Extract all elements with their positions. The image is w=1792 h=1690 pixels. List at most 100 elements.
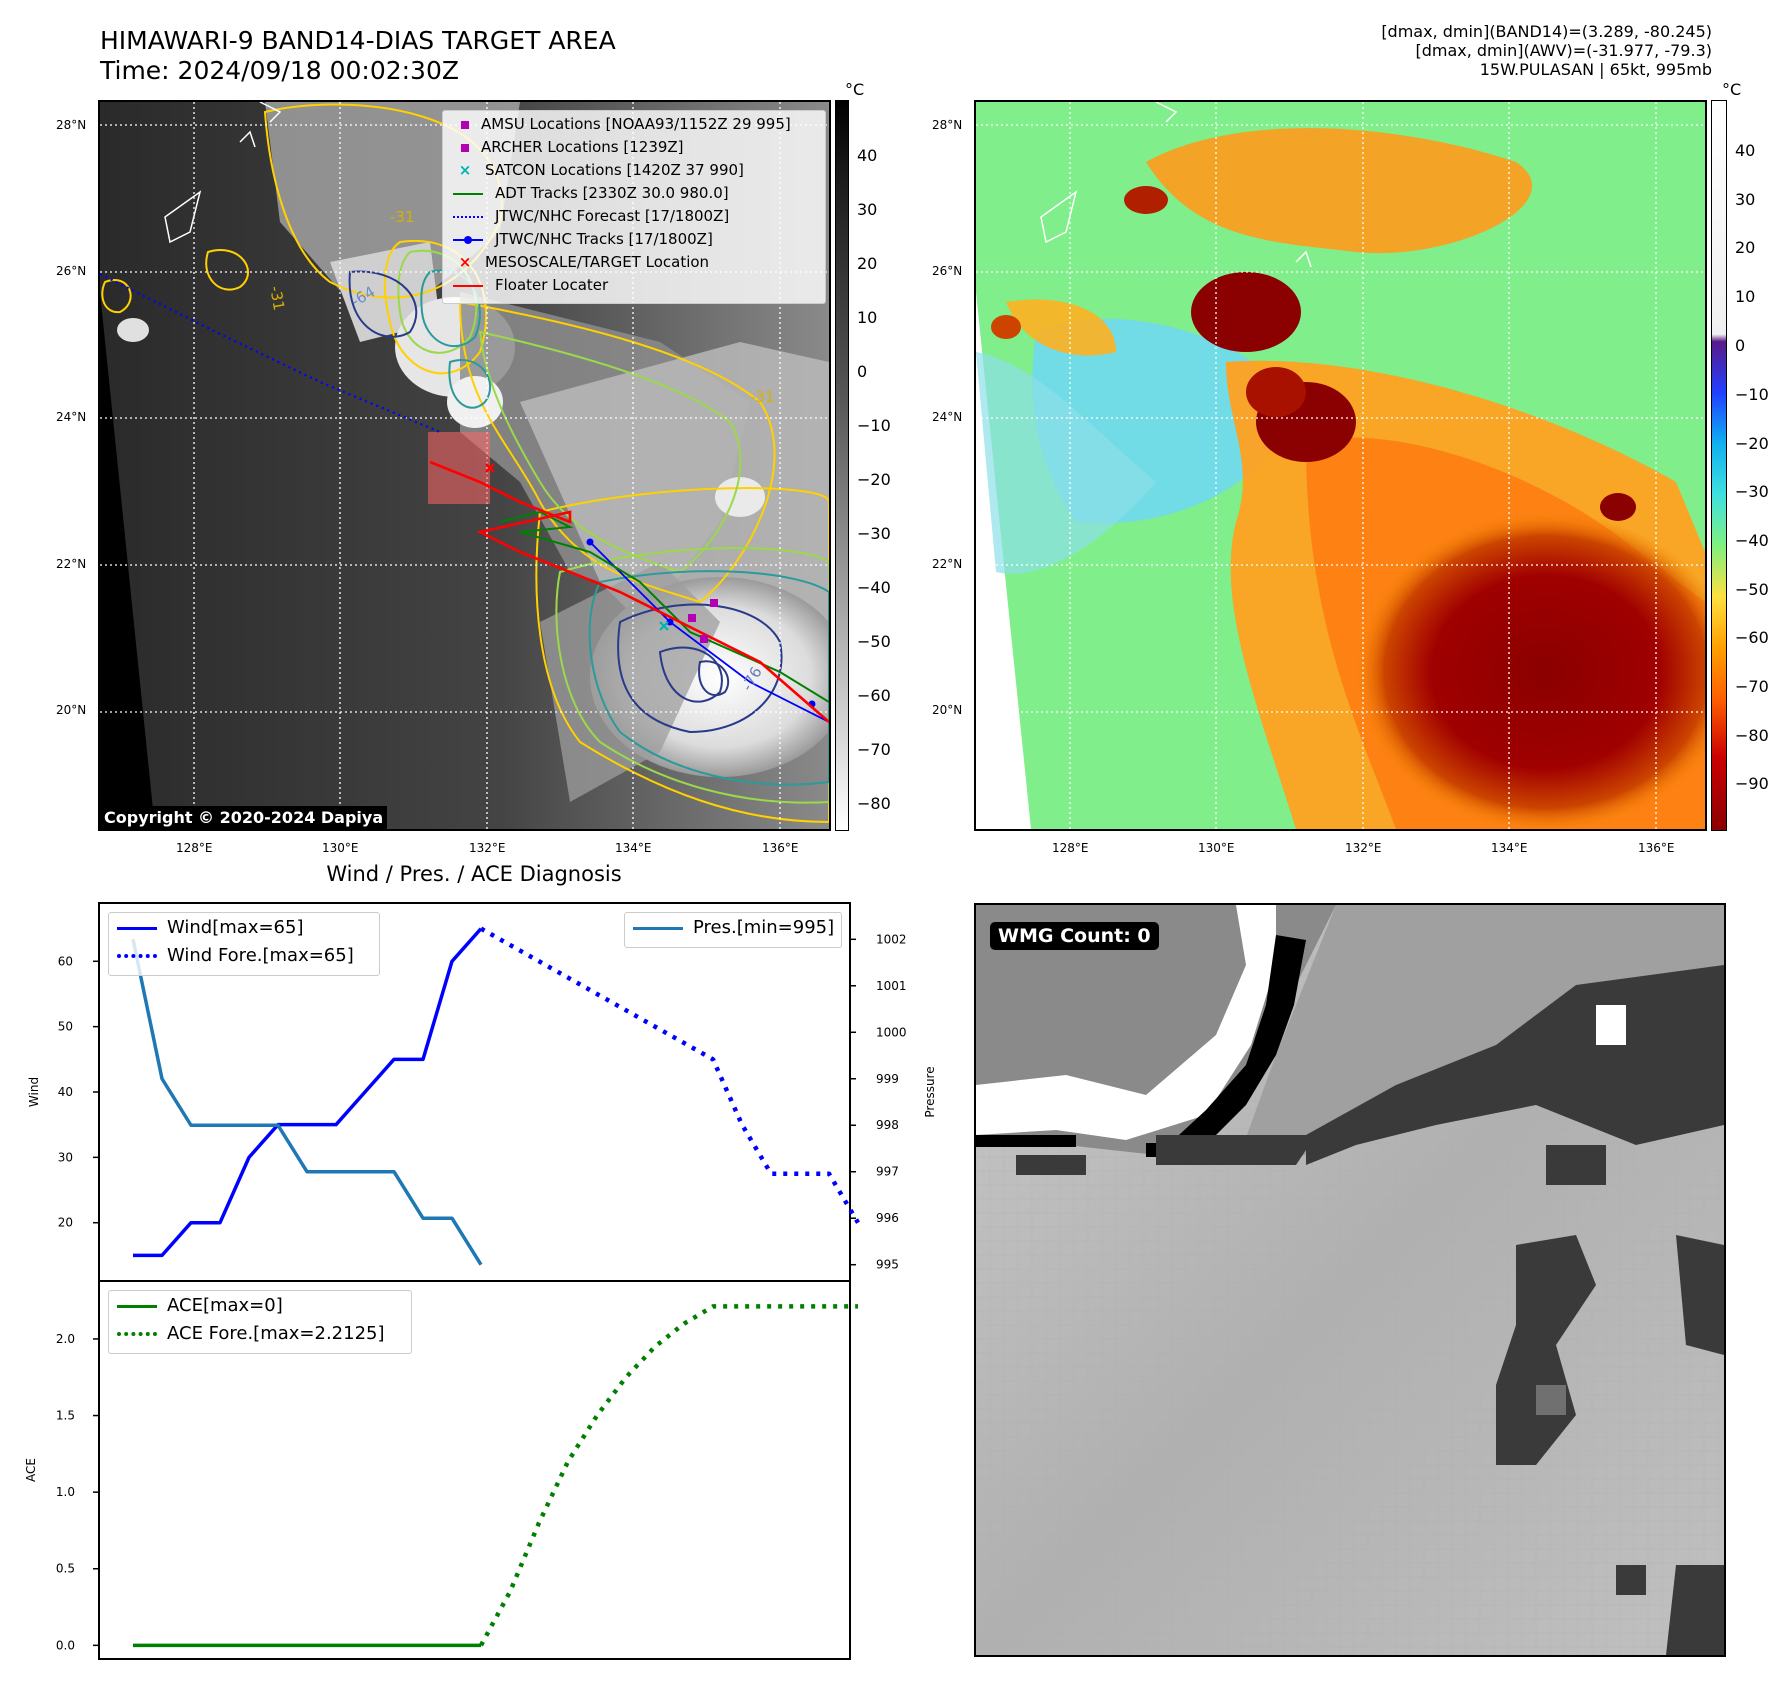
lon-tick-label: 134°E	[1491, 841, 1528, 855]
colorbar-tick-label: 0	[857, 362, 868, 381]
colorbar-tick-label: 30	[857, 200, 878, 219]
wind-line	[133, 927, 483, 1258]
figure-title: HIMAWARI-9 BAND14-DIAS TARGET AREA Time:…	[100, 26, 616, 86]
colorbar-tick-label: −60	[857, 686, 891, 705]
colorbar-tick-label: −10	[1735, 385, 1769, 404]
ace-y-axis-label: ACE	[24, 1458, 38, 1482]
legend-item-mesoscale: × MESOSCALE/TARGET Location	[453, 253, 709, 271]
legend-item-adt: ADT Tracks [2330Z 30.0 980.0]	[453, 184, 729, 202]
colorbar-tick-label: −80	[857, 794, 891, 813]
satcon-location-marker	[659, 621, 669, 631]
legend-label: Pres.[min=995]	[693, 917, 835, 938]
legend-item-jtwc-forecast: JTWC/NHC Forecast [17/1800Z]	[453, 207, 729, 225]
legend-item-wind: Wind[max=65]	[117, 917, 304, 938]
colorbar-tick-label: 30	[1735, 190, 1756, 209]
lon-tick-label: 136°E	[1638, 841, 1675, 855]
ace-tick-label: 0.5	[56, 1562, 75, 1576]
legend-label: ARCHER Locations [1239Z]	[481, 138, 684, 156]
mesoscale-location-marker	[485, 463, 495, 473]
lat-tick-label: 20°N	[932, 703, 963, 717]
lat-tick-label: 28°N	[56, 118, 87, 132]
lat-tick-label: 26°N	[932, 264, 963, 278]
pressure-line	[131, 938, 483, 1266]
line-marker-icon	[453, 192, 483, 195]
copyright-badge: Copyright © 2020-2024 Dapiya	[100, 806, 388, 829]
lon-tick-label: 130°E	[322, 841, 359, 855]
colorbar-tick-label: −50	[857, 632, 891, 651]
ir-colorbar-unit: °C	[845, 80, 865, 99]
lon-tick-label: 136°E	[762, 841, 799, 855]
colorbar-tick-label: −50	[1735, 580, 1769, 599]
legend-label: JTWC/NHC Tracks [17/1800Z]	[495, 230, 713, 248]
lat-tick-label: 28°N	[932, 118, 963, 132]
wind-series-group	[131, 926, 860, 1266]
jtwc-forecast-track	[100, 273, 441, 434]
colorbar-tick-label: 0	[1735, 336, 1746, 355]
legend-item-ace-forecast: ACE Fore.[max=2.2125]	[117, 1323, 385, 1344]
wind-y-axis-label: Wind	[27, 1077, 41, 1107]
ace-y-ticks: 2.0 1.5 1.0 0.5 0.0	[56, 1332, 99, 1652]
ace-legend: ACE[max=0] ACE Fore.[max=2.2125]	[108, 1290, 412, 1354]
legend-item-wind-forecast: Wind Fore.[max=65]	[117, 945, 354, 966]
lat-tick-label: 22°N	[932, 557, 963, 571]
wind-tick-label: 20	[58, 1216, 73, 1230]
lat-tick-label: 20°N	[56, 703, 87, 717]
wind-tick-label: 60	[58, 954, 73, 968]
awv-map-image	[976, 102, 1705, 829]
lon-tick-label: 128°E	[176, 841, 213, 855]
x-marker-icon: ×	[458, 253, 472, 271]
contour-label: -31	[266, 285, 288, 312]
awv-map-panel	[974, 100, 1707, 831]
wind-y-ticks: 60 50 40 30 20	[58, 954, 99, 1230]
x-marker-icon: ×	[458, 161, 472, 179]
solid-line-icon	[117, 926, 157, 930]
dotted-line-icon	[117, 954, 157, 958]
legend-label: ACE[max=0]	[167, 1295, 283, 1316]
lon-tick-label: 134°E	[615, 841, 652, 855]
pres-tick-label: 996	[876, 1211, 899, 1225]
lon-tick-label: 128°E	[1052, 841, 1089, 855]
archer-location-marker	[688, 614, 696, 622]
jtwc-track	[589, 541, 829, 723]
ir-map-panel: -31 -31 -31 -64 -76 AMSU Locations [NOAA…	[98, 100, 831, 831]
wind-tick-label: 30	[58, 1150, 73, 1164]
legend-label: JTWC/NHC Forecast [17/1800Z]	[495, 207, 730, 225]
ace-tick-label: 1.5	[56, 1409, 75, 1423]
mesoscale-target-box	[428, 432, 490, 504]
info-line-3: 15W.PULASAN | 65kt, 995mb	[1479, 60, 1712, 79]
pressure-y-axis-label: Pressure	[923, 1066, 937, 1117]
wind-forecast-line	[479, 926, 860, 1224]
legend-label: SATCON Locations [1420Z 37 990]	[485, 161, 744, 179]
ace-axes	[98, 1280, 851, 1660]
awv-colorbar-unit: °C	[1722, 80, 1742, 99]
colorbar-tick-label: −70	[857, 740, 891, 759]
ace-tick-label: 1.0	[56, 1485, 75, 1499]
wind-tick-label: 50	[58, 1020, 73, 1034]
colorbar-tick-label: −90	[1735, 774, 1769, 793]
wind-legend: Wind[max=65] Wind Fore.[max=65]	[108, 912, 380, 976]
colorbar-tick-label: 40	[1735, 141, 1756, 160]
pres-tick-label: 998	[876, 1118, 899, 1132]
colorbar-tick-label: 10	[1735, 287, 1756, 306]
pressure-legend: Pres.[min=995]	[624, 912, 842, 948]
wmg-panel	[974, 903, 1726, 1657]
colorbar-tick-label: −20	[857, 470, 891, 489]
ir-colorbar	[835, 100, 849, 831]
colorbar-tick-label: −40	[857, 578, 891, 597]
pres-tick-label: 1000	[876, 1025, 907, 1039]
legend-item-archer: ARCHER Locations [1239Z]	[453, 138, 684, 156]
pres-tick-label: 1002	[876, 932, 907, 946]
awv-map-gridlines	[976, 102, 1705, 829]
legend-label: Floater Locater	[495, 276, 609, 294]
lon-tick-label: 130°E	[1198, 841, 1235, 855]
square-marker-icon	[461, 144, 469, 152]
legend-label: AMSU Locations [NOAA93/1152Z 29 995]	[481, 115, 791, 133]
colorbar-tick-label: 10	[857, 308, 878, 327]
colorbar-tick-label: −80	[1735, 726, 1769, 745]
colorbar-tick-label: 20	[1735, 238, 1756, 257]
solid-line-icon	[117, 1304, 157, 1308]
wmg-image	[976, 905, 1724, 1655]
colorbar-tick-label: −60	[1735, 628, 1769, 647]
ace-series-group	[133, 1304, 858, 1648]
